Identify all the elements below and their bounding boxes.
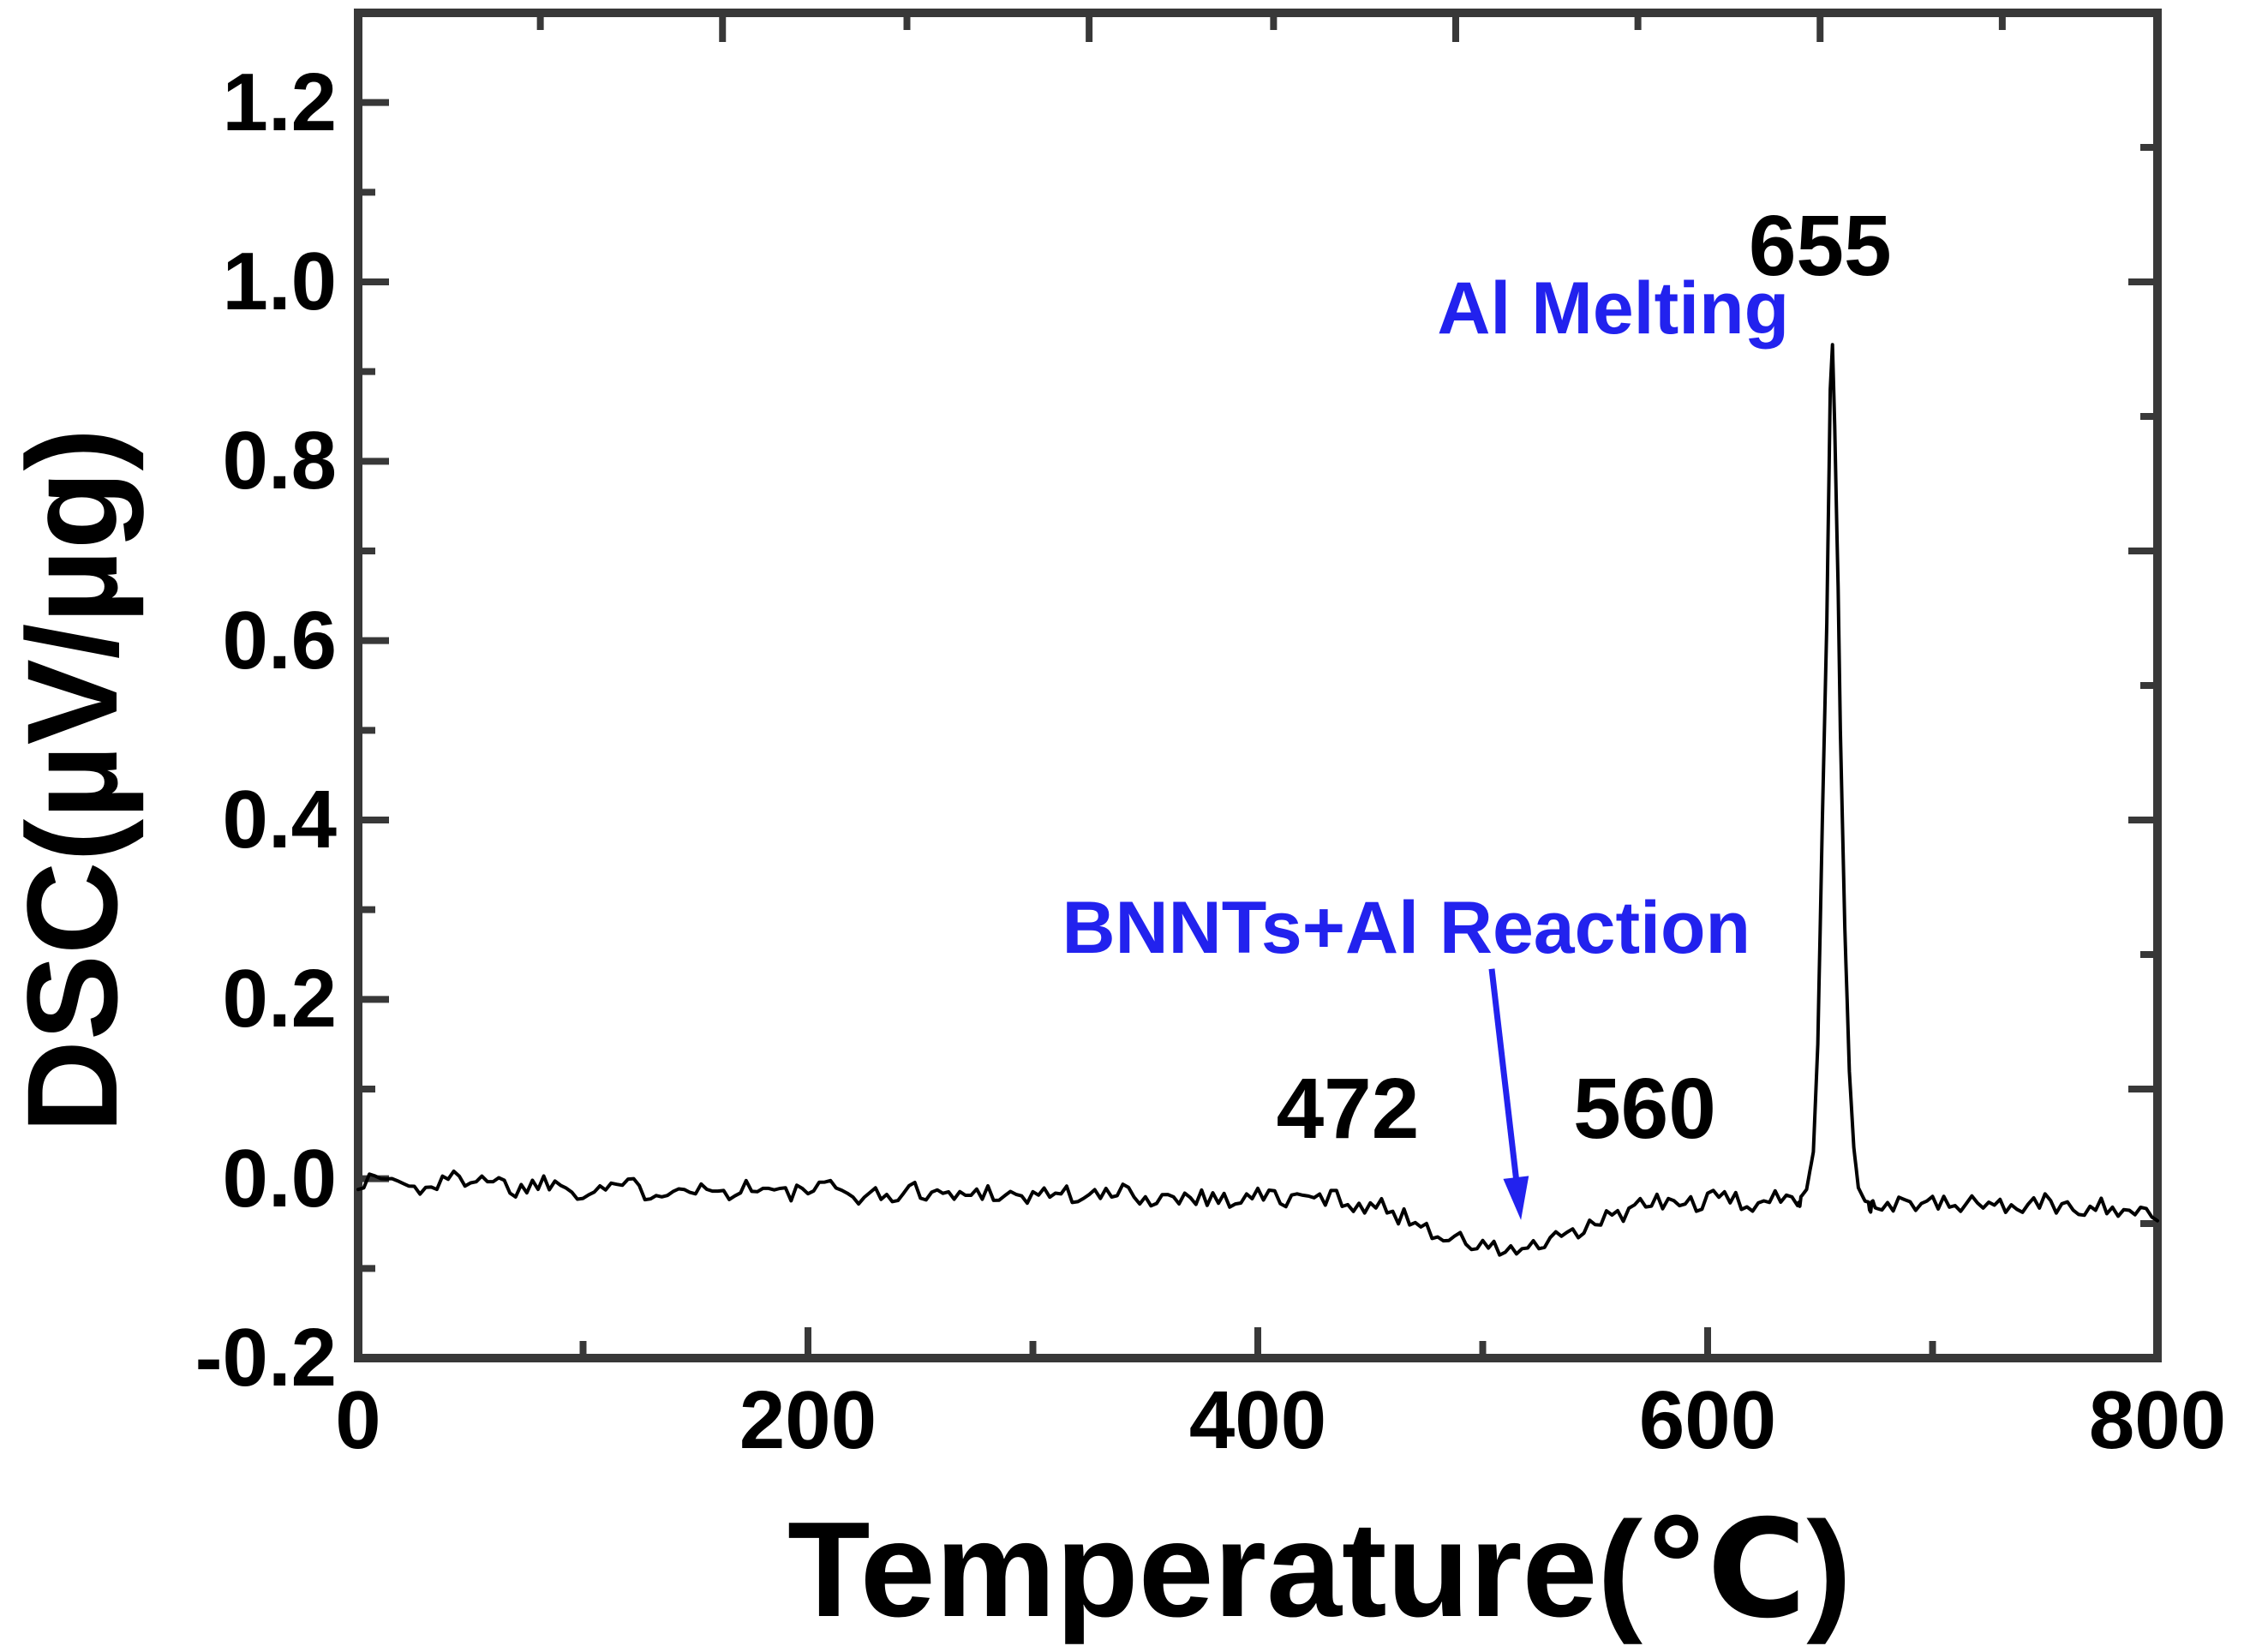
annotation-472: 472 bbox=[1276, 1061, 1420, 1158]
y-tick-label: 0.8 bbox=[222, 415, 337, 507]
y-axis-title: DSC(µV/µg) bbox=[0, 428, 144, 1134]
y-tick-label: -0.2 bbox=[194, 1312, 337, 1404]
reaction-arrow bbox=[1488, 968, 1529, 1220]
annotation-655: 655 bbox=[1748, 198, 1892, 295]
y-tick-label: 0.2 bbox=[222, 953, 337, 1045]
y-tick-label: 0.6 bbox=[222, 594, 337, 686]
dsc-curve bbox=[356, 343, 2159, 1257]
x-tick-label: 800 bbox=[2088, 1374, 2227, 1466]
y-tick-label: 1.0 bbox=[222, 236, 337, 327]
x-axis-title: Temperature(℃) bbox=[787, 1494, 1852, 1645]
x-tick-label: 200 bbox=[739, 1374, 877, 1466]
reaction-arrow-line bbox=[1488, 968, 1520, 1183]
x-tick-label: 0 bbox=[335, 1374, 381, 1466]
annotation-560: 560 bbox=[1573, 1061, 1716, 1158]
annotation-al-melting: Al Melting bbox=[1437, 267, 1790, 350]
x-tick-label: 600 bbox=[1638, 1374, 1777, 1466]
y-tick-label: 1.2 bbox=[222, 56, 337, 148]
axis-ticks bbox=[358, 13, 2157, 1358]
y-tick-label: 0.4 bbox=[222, 774, 337, 865]
reaction-arrow-head bbox=[1503, 1176, 1529, 1220]
x-tick-label: 400 bbox=[1188, 1374, 1327, 1466]
y-tick-label: 0.0 bbox=[222, 1132, 337, 1224]
annotation-bnnts-al-reaction: BNNTs+Al Reaction bbox=[1062, 886, 1751, 969]
